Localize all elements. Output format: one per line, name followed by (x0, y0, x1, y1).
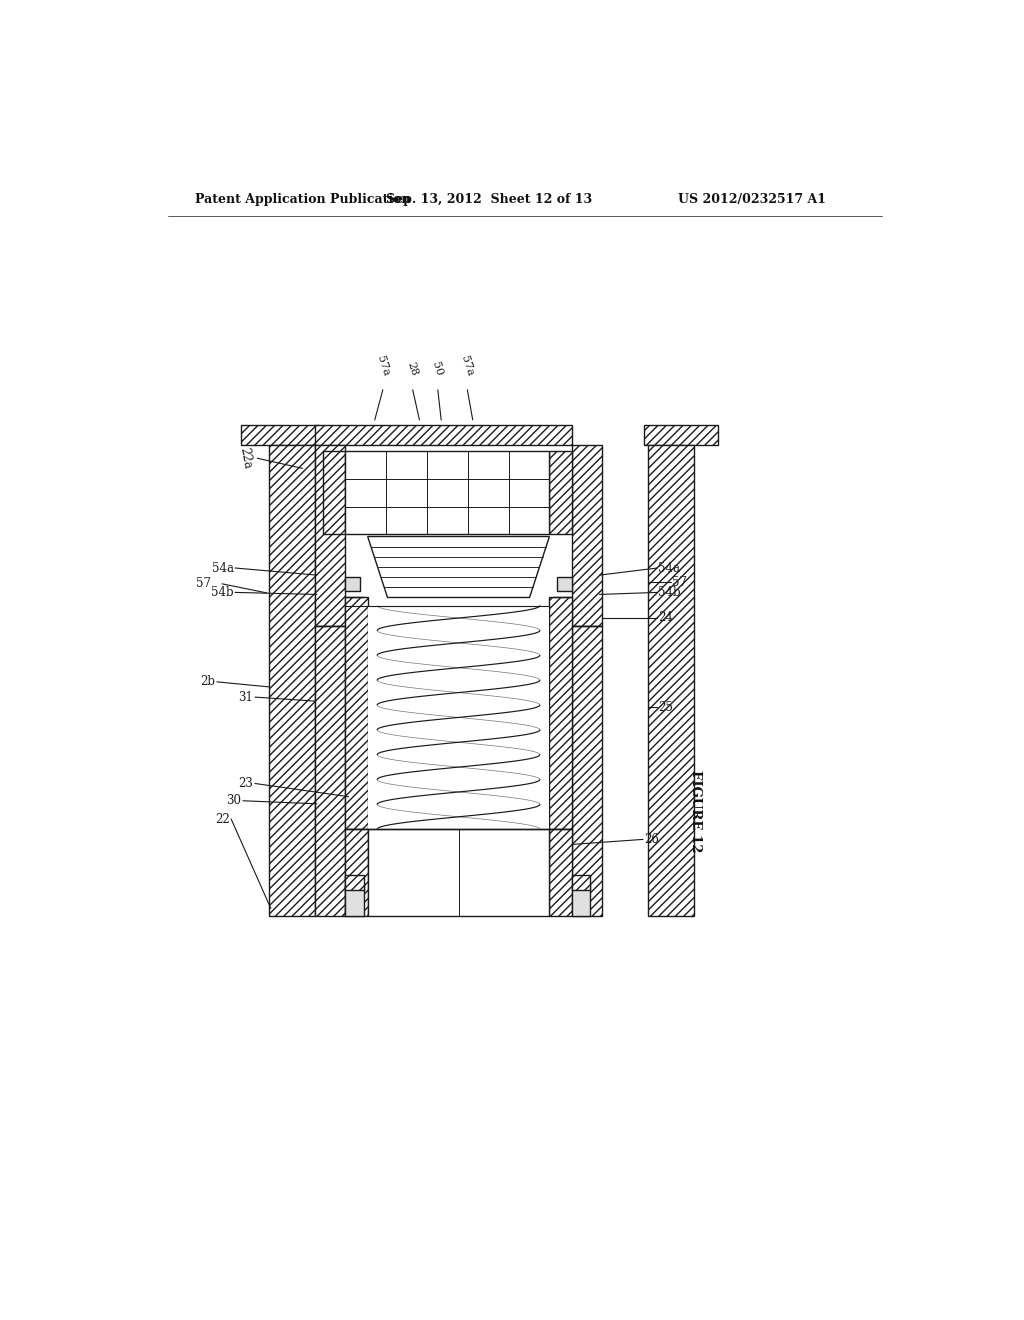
Bar (345, 577, 359, 591)
Bar (345, 886, 364, 916)
Bar (550, 451, 571, 535)
Bar (324, 451, 345, 535)
Text: FIGURE 12: FIGURE 12 (689, 770, 701, 853)
Bar (269, 445, 315, 916)
Text: US 2012/0232517 A1: US 2012/0232517 A1 (678, 193, 826, 206)
Bar (644, 425, 718, 445)
Text: Patent Application Publication: Patent Application Publication (196, 193, 411, 206)
Text: 26: 26 (644, 833, 658, 846)
Bar (571, 886, 590, 916)
Text: 54a: 54a (212, 561, 233, 574)
Bar (242, 425, 319, 445)
Text: 50: 50 (430, 360, 444, 378)
Bar (345, 829, 368, 916)
Bar (571, 626, 602, 916)
Text: 24: 24 (658, 611, 673, 624)
Bar (315, 425, 571, 445)
Polygon shape (368, 536, 550, 598)
Bar (368, 829, 550, 916)
Text: 57a: 57a (459, 354, 475, 378)
Bar (345, 875, 364, 890)
Text: 30: 30 (226, 795, 242, 808)
Text: 54b: 54b (658, 586, 681, 599)
Text: 25: 25 (658, 701, 673, 714)
Bar (571, 875, 590, 890)
Text: 57a: 57a (376, 354, 391, 378)
Bar (345, 451, 550, 535)
Text: 57: 57 (197, 577, 211, 590)
Text: 28: 28 (406, 360, 419, 378)
Text: Sep. 13, 2012  Sheet 12 of 13: Sep. 13, 2012 Sheet 12 of 13 (386, 193, 592, 206)
Bar (345, 598, 368, 829)
Bar (368, 606, 550, 829)
Text: 54b: 54b (211, 586, 233, 599)
Bar (315, 626, 345, 916)
Text: 22: 22 (215, 813, 229, 825)
Text: 2b: 2b (201, 676, 215, 688)
Text: 31: 31 (239, 690, 253, 704)
Text: 57: 57 (672, 576, 687, 589)
Text: 54a: 54a (658, 561, 680, 574)
Bar (315, 445, 345, 626)
Bar (571, 445, 602, 626)
Bar (557, 577, 571, 591)
Text: 23: 23 (239, 777, 253, 789)
Bar (550, 829, 571, 916)
Bar (550, 598, 571, 829)
Text: 22a: 22a (238, 446, 254, 470)
Bar (648, 445, 694, 916)
